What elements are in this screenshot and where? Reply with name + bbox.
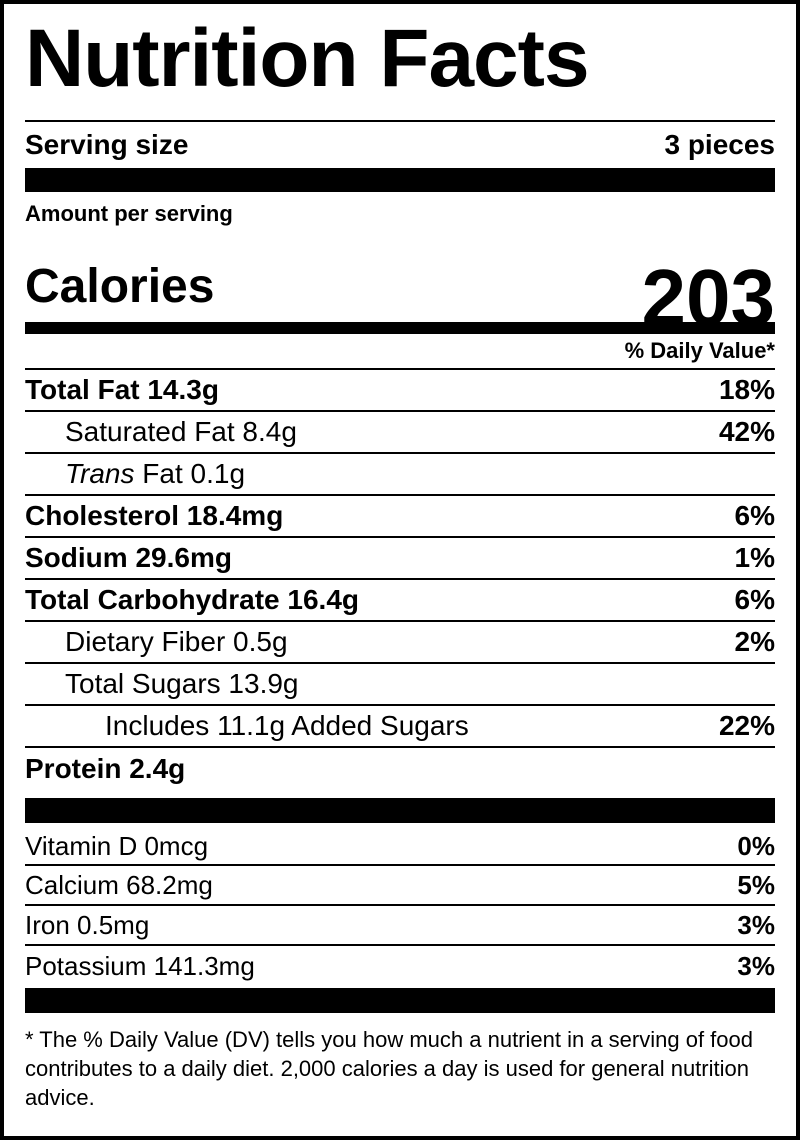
nutrient-row: Saturated Fat 8.4g 42% xyxy=(25,412,775,454)
divider xyxy=(25,988,775,1013)
nutrient-name: Protein 2.4g xyxy=(25,753,185,785)
nutrient-name-text: Fat 0.1g xyxy=(142,458,246,489)
nutrient-name-text: Sodium 29.6mg xyxy=(25,542,232,573)
nutrient-name: Total Sugars 13.9g xyxy=(25,668,299,700)
nutrient-name: Total Carbohydrate 16.4g xyxy=(25,584,359,616)
serving-value: 3 pieces xyxy=(664,129,775,160)
vitamin-row: Potassium 141.3mg 3% xyxy=(25,946,775,986)
nutrient-name-text: Saturated Fat 8.4g xyxy=(65,416,297,447)
amount-row: Amount per serving xyxy=(25,192,775,230)
title-row: Nutrition Facts xyxy=(25,4,775,122)
nutrient-dv: 22% xyxy=(718,710,775,741)
vitamin-dv: 0% xyxy=(737,831,775,861)
nutrient-dv: 2% xyxy=(734,626,775,657)
nutrient-row: Sodium 29.6mg 1% xyxy=(25,538,775,580)
vitamin-row: Vitamin D 0mcg 0% xyxy=(25,823,775,866)
nutrient-name: Saturated Fat 8.4g xyxy=(25,416,297,448)
nutrient-row: Trans Fat 0.1g xyxy=(25,454,775,496)
calories-row: Calories 203 xyxy=(25,230,775,342)
nutrient-name: Dietary Fiber 0.5g xyxy=(25,626,288,658)
nutrient-dv: 6% xyxy=(734,584,775,615)
divider xyxy=(25,322,775,334)
serving-label: Serving size xyxy=(25,129,189,160)
nutrient-row: Protein 2.4g xyxy=(25,748,775,798)
nutrient-name-text: Total Fat 14.3g xyxy=(25,374,219,405)
footnote: * The % Daily Value (DV) tells you how m… xyxy=(25,1027,753,1110)
divider xyxy=(25,168,775,192)
vitamin-row: Calcium 68.2mg 5% xyxy=(25,866,775,906)
nutrients: Total Fat 14.3g 18% Saturated Fat 8.4g 42% T… xyxy=(25,370,775,798)
nutrient-dv: 1% xyxy=(734,542,775,573)
vitamin-name: Calcium 68.2mg xyxy=(25,869,213,900)
vitamins: Vitamin D 0mcg 0% Calcium 68.2mg 5% Iron 0.5… xyxy=(25,823,775,986)
dv-header-row: % Daily Value* xyxy=(25,334,775,370)
nutrient-row: Total Fat 14.3g 18% xyxy=(25,370,775,412)
vitamin-name: Vitamin D 0mcg xyxy=(25,831,209,861)
nutrient-name-text: Total Carbohydrate 16.4g xyxy=(25,584,360,615)
nutrient-name-text: Total Sugars 13.9g xyxy=(65,668,299,699)
nutrient-name: Total Fat 14.3g xyxy=(25,374,219,406)
nutrient-name: Cholesterol 18.4mg xyxy=(25,500,283,532)
vitamin-name: Iron 0.5mg xyxy=(25,909,150,940)
serving-row: Serving size 3 pieces xyxy=(25,122,775,168)
nutrient-name-italic: Trans xyxy=(65,458,135,489)
nutrient-row: Total Sugars 13.9g xyxy=(25,664,775,706)
divider xyxy=(25,798,775,823)
dv-header: % Daily Value* xyxy=(624,338,775,363)
nutrient-name-text: Includes 11.1g Added Sugars xyxy=(105,710,469,741)
calories-value: 203 xyxy=(641,253,775,342)
nutrient-name: Trans Fat 0.1g xyxy=(25,458,245,490)
nutrient-name: Sodium 29.6mg xyxy=(25,542,232,574)
vitamin-dv: 3% xyxy=(737,950,775,981)
calories-label: Calories xyxy=(25,260,215,313)
vitamin-dv: 5% xyxy=(737,869,775,900)
nutrient-row: Cholesterol 18.4mg 6% xyxy=(25,496,775,538)
nutrient-name-text: Protein 2.4g xyxy=(25,753,186,784)
title: Nutrition Facts xyxy=(25,13,590,104)
vitamin-name: Potassium 141.3mg xyxy=(25,950,255,981)
nutrient-dv: 6% xyxy=(734,500,775,531)
nutrient-dv: 42% xyxy=(718,416,775,447)
nutrient-name-text: Dietary Fiber 0.5g xyxy=(65,626,288,657)
nutrient-row: Includes 11.1g Added Sugars 22% xyxy=(25,706,775,748)
vitamin-dv: 3% xyxy=(737,909,775,940)
nutrient-name-text: Cholesterol 18.4mg xyxy=(25,500,284,531)
vitamin-row: Iron 0.5mg 3% xyxy=(25,906,775,946)
nutrient-dv: 18% xyxy=(718,374,775,405)
nutrient-row: Dietary Fiber 0.5g 2% xyxy=(25,622,775,664)
nutrient-name: Includes 11.1g Added Sugars xyxy=(25,710,469,742)
nutrient-row: Total Carbohydrate 16.4g 6% xyxy=(25,580,775,622)
amount-per-serving: Amount per serving xyxy=(25,201,233,226)
